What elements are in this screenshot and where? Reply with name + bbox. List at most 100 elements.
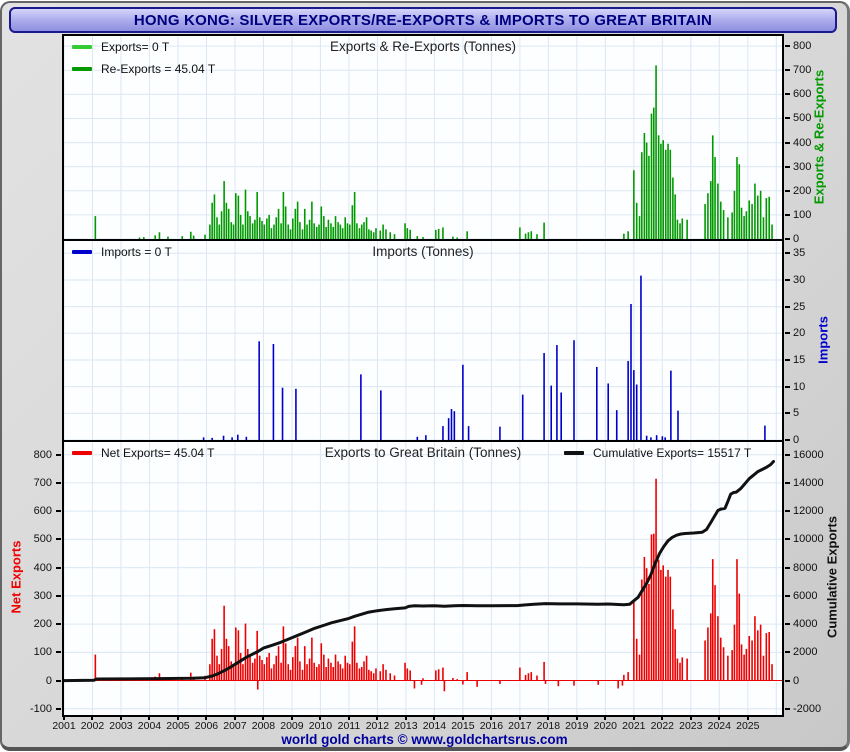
ytick-dash bbox=[785, 117, 790, 120]
ytick-dash bbox=[56, 651, 61, 654]
xlab: 2004 bbox=[137, 720, 162, 732]
net-exports-chart bbox=[64, 442, 782, 715]
exports-panel-title: Exports & Re-Exports (Tonnes) bbox=[329, 39, 517, 54]
ytick-dash bbox=[785, 189, 790, 192]
ytick-dash bbox=[785, 93, 790, 96]
footer-credit: world gold charts © www.goldchartsrus.co… bbox=[281, 732, 568, 747]
imports-legend-item: Imports = 0 T bbox=[72, 245, 172, 259]
ytick: 0 bbox=[793, 674, 800, 687]
ytick-dash bbox=[785, 651, 790, 654]
ytick-dash bbox=[785, 439, 790, 441]
imports-panel-title: Imports (Tonnes) bbox=[372, 244, 474, 259]
xtick-dash bbox=[233, 716, 236, 720]
xtick-dash bbox=[347, 716, 350, 720]
imports-legend-swatch bbox=[72, 250, 92, 254]
exports-panel bbox=[62, 34, 784, 241]
xtick-dash bbox=[63, 716, 65, 720]
ytick-dash bbox=[785, 69, 790, 72]
xlab: 2025 bbox=[736, 720, 760, 732]
xlab: 2023 bbox=[679, 720, 703, 732]
ytick: 15 bbox=[793, 353, 806, 366]
xtick-dash bbox=[575, 716, 578, 720]
xtick-dash bbox=[404, 716, 407, 720]
xlab: 2014 bbox=[422, 720, 447, 732]
xlab: 2016 bbox=[479, 720, 504, 732]
ytick-dash bbox=[785, 679, 790, 682]
exports-legend-label: Exports= 0 T bbox=[101, 40, 170, 54]
ytick: 100 bbox=[33, 646, 52, 659]
xtick-dash bbox=[433, 716, 436, 720]
imports-legend-label: Imports = 0 T bbox=[101, 245, 172, 259]
ytick: 20 bbox=[793, 327, 806, 340]
ytick: 700 bbox=[33, 476, 52, 489]
xtick-dash bbox=[604, 716, 607, 720]
exports-chart bbox=[64, 36, 782, 239]
ytick-dash bbox=[56, 623, 61, 626]
ytick: 600 bbox=[33, 505, 52, 518]
xlab: 2006 bbox=[194, 720, 219, 732]
xtick-dash bbox=[148, 716, 151, 720]
ytick-dash bbox=[785, 141, 790, 144]
ytick-dash bbox=[56, 481, 61, 484]
ytick: 0 bbox=[793, 233, 800, 245]
xlab: 2017 bbox=[508, 720, 532, 732]
ytick-dash bbox=[785, 412, 790, 415]
xtick-dash bbox=[632, 716, 635, 720]
ytick-dash bbox=[785, 481, 790, 484]
ytick-dash bbox=[785, 358, 790, 361]
net-exports-legend-swatch bbox=[72, 451, 92, 455]
cumulative-legend-swatch bbox=[564, 451, 584, 455]
ytick-dash bbox=[785, 332, 790, 335]
ytick-dash bbox=[56, 453, 61, 456]
ytick: 800 bbox=[793, 40, 812, 53]
xtick-dash bbox=[689, 716, 692, 720]
ytick-dash bbox=[785, 594, 790, 597]
ytick-dash bbox=[785, 278, 790, 281]
xlab: 2020 bbox=[593, 720, 618, 732]
ytick-dash bbox=[56, 538, 61, 541]
xlab: 2005 bbox=[166, 720, 190, 732]
imports-chart bbox=[64, 241, 782, 440]
ytick: 300 bbox=[33, 589, 52, 602]
ytick: 500 bbox=[793, 112, 812, 125]
ytick: 100 bbox=[793, 208, 812, 221]
ytick: 200 bbox=[33, 618, 52, 631]
cumulative-legend-label: Cumulative Exports= 15517 T bbox=[593, 446, 752, 460]
ytick: 30 bbox=[793, 273, 806, 286]
ytick-dash bbox=[785, 213, 790, 216]
ytick-dash bbox=[785, 385, 790, 388]
ytick: 14000 bbox=[793, 476, 824, 489]
exports-legend-item: Exports= 0 T bbox=[72, 40, 169, 54]
exports-legend-swatch bbox=[72, 45, 92, 49]
xtick-dash bbox=[119, 716, 122, 720]
xtick-dash bbox=[547, 716, 550, 720]
xtick-dash bbox=[461, 716, 464, 720]
xtick-dash bbox=[91, 716, 94, 720]
ytick-dash bbox=[785, 538, 790, 541]
xlab: 2003 bbox=[109, 720, 133, 732]
ytick: 35 bbox=[793, 247, 806, 260]
xlab: 2024 bbox=[707, 720, 731, 732]
net-exports-panel bbox=[62, 440, 784, 717]
ytick: 200 bbox=[793, 184, 812, 197]
ytick-dash bbox=[785, 252, 790, 255]
chart-title-bar: HONG KONG: SILVER EXPORTS/RE-EXPORTS & I… bbox=[9, 7, 837, 33]
ytick: 8000 bbox=[793, 561, 818, 574]
xlab: 2002 bbox=[80, 720, 105, 732]
ytick: 12000 bbox=[793, 505, 824, 518]
ytick-dash bbox=[56, 679, 61, 682]
ytick-dash bbox=[56, 510, 61, 513]
ytick: -2000 bbox=[793, 702, 822, 715]
ytick: 700 bbox=[793, 64, 812, 77]
xlab: 2022 bbox=[650, 720, 674, 732]
xlab: 2021 bbox=[622, 720, 646, 732]
ytick: 300 bbox=[793, 160, 812, 173]
ytick-dash bbox=[785, 453, 790, 456]
ytick: 0 bbox=[45, 674, 52, 687]
net-exports-panel-title: Exports to Great Britain (Tonnes) bbox=[324, 445, 522, 460]
ytick-dash bbox=[785, 566, 790, 569]
xlab: 2018 bbox=[536, 720, 561, 732]
xlab: 2001 bbox=[52, 720, 76, 732]
ytick: -100 bbox=[29, 702, 52, 715]
